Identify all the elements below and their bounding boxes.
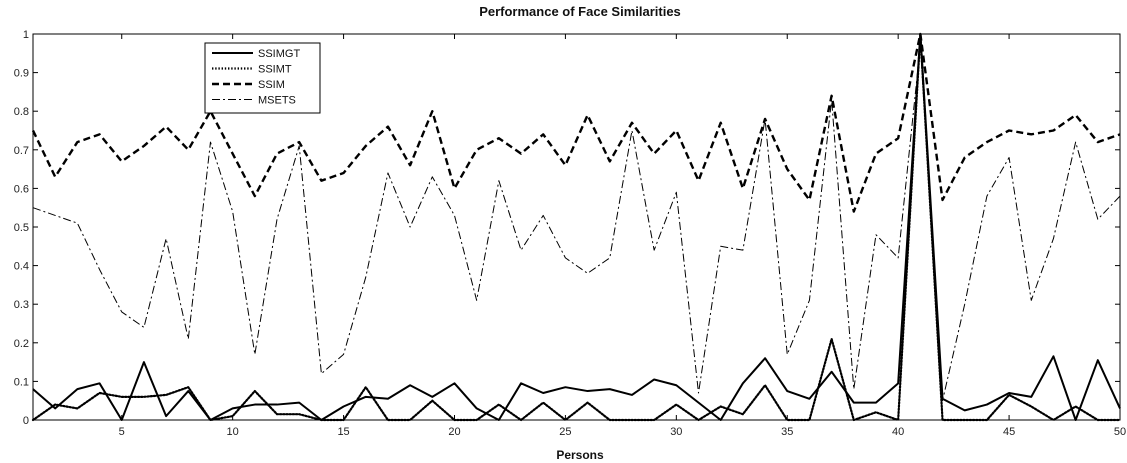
y-tick-label: 0.7: [14, 145, 29, 157]
y-tick-label: 0: [23, 415, 29, 427]
x-tick-label: 15: [337, 426, 349, 438]
y-tick-label: 0.9: [14, 68, 29, 80]
x-tick-label: 10: [227, 426, 239, 438]
legend: SSIMGT SSIMT SSIM MSETS: [204, 42, 321, 114]
legend-label-ssimgt: SSIMGT: [258, 48, 300, 60]
y-tick-label: 0.3: [14, 299, 29, 311]
legend-label-ssim: SSIM: [258, 79, 285, 91]
y-tick-label: 0.8: [14, 106, 29, 118]
legend-label-ssimt: SSIMT: [258, 64, 292, 76]
y-tick-label: 1: [23, 29, 29, 41]
series-line-ssimt: [31, 32, 1122, 422]
x-axis: 5 10 15 20 25 30 35 40 45 50: [119, 34, 1126, 438]
legend-label-msets: MSETS: [258, 95, 296, 107]
y-tick-label: 0.4: [14, 261, 29, 273]
y-axis: 0 0.1 0.2 0.3 0.4 0.5 0.6 0.7 0.8 0.9 1: [14, 29, 1120, 427]
legend-box: [204, 42, 321, 114]
y-tick-label: 0.2: [14, 338, 29, 350]
x-tick-label: 35: [781, 426, 793, 438]
series-line-ssim: [31, 32, 1121, 213]
y-tick-label: 0.1: [14, 376, 29, 388]
plot-lines: [31, 32, 1122, 422]
series-line-msets: [32, 45, 1121, 402]
y-tick-label: 0.5: [14, 222, 29, 234]
x-tick-label: 20: [448, 426, 460, 438]
x-tick-label: 30: [670, 426, 682, 438]
x-tick-label: 25: [559, 426, 571, 438]
y-tick-label: 0.6: [14, 183, 29, 195]
x-tick-label: 50: [1114, 426, 1126, 438]
x-tick-label: 45: [1003, 426, 1015, 438]
x-tick-label: 5: [119, 426, 125, 438]
chart-title: Performance of Face Similarities: [479, 4, 681, 19]
x-axis-label: Persons: [556, 448, 604, 462]
x-tick-label: 40: [892, 426, 904, 438]
